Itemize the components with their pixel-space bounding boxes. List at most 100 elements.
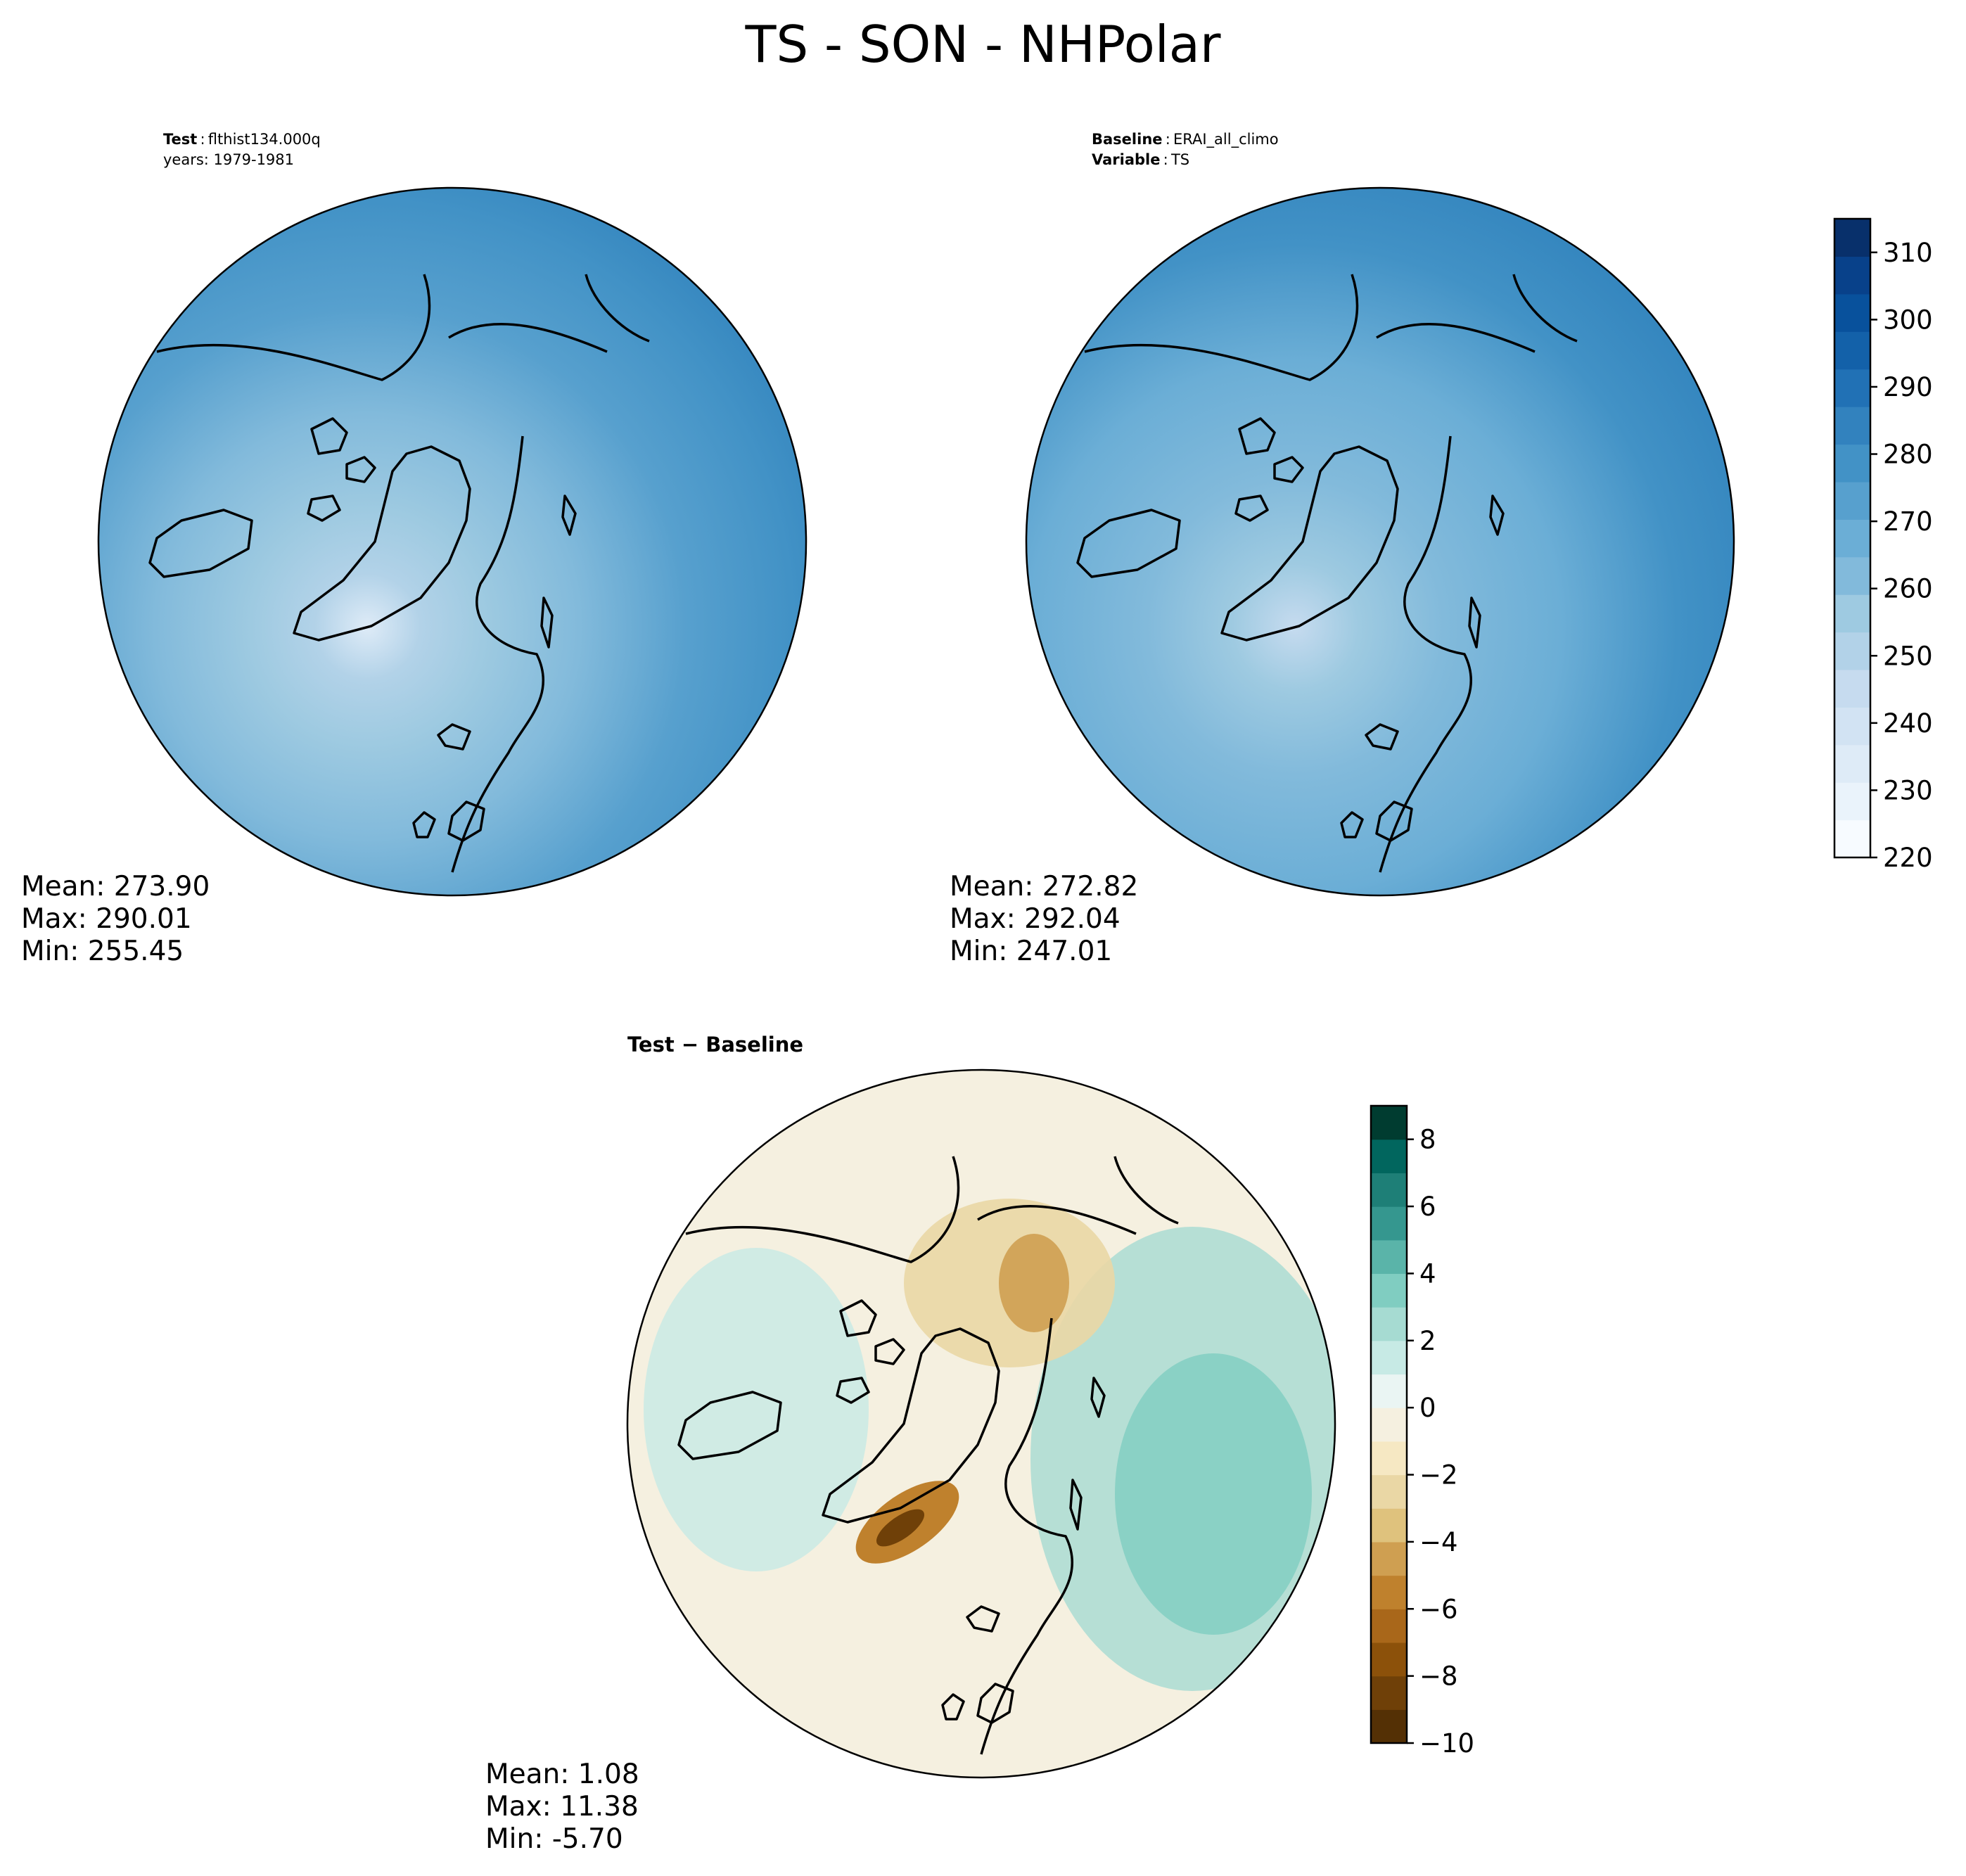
colorbar-swatch — [1371, 1642, 1407, 1677]
coastline-7 — [966, 1605, 1000, 1633]
colorbar-tick-label: 290 — [1883, 372, 1933, 402]
coastline-8 — [1468, 494, 1505, 649]
colorbar-swatch — [1371, 1307, 1407, 1341]
colorbar-tick-label: −6 — [1419, 1594, 1458, 1624]
coastline-1 — [1220, 445, 1399, 642]
colorbar-swatch — [1834, 369, 1870, 407]
coastline-6 — [1340, 800, 1413, 842]
colorbar-swatch — [1834, 481, 1870, 520]
colorbar-swatch — [1834, 707, 1870, 746]
negative-anomaly-arctic-core — [999, 1234, 1069, 1332]
coastline-5 — [980, 1317, 1074, 1755]
test-map-disk — [98, 188, 806, 895]
colorbar-tick-label: 8 — [1419, 1125, 1436, 1155]
colorbar-tick-label: 310 — [1883, 238, 1933, 268]
baseline-map — [1025, 186, 1735, 897]
coastline-8 — [540, 494, 577, 649]
colorbar-tick-label: 220 — [1883, 843, 1933, 873]
baseline-map-boundary — [1025, 186, 1735, 897]
coastline-2 — [148, 509, 253, 578]
test-years-label: years: 1979-1981 — [163, 151, 295, 168]
colorbar-swatch — [1371, 1139, 1407, 1173]
positive-anomaly-core — [1115, 1353, 1312, 1635]
colorbar-swatch — [1371, 1206, 1407, 1241]
colorbar-swatch — [1371, 1374, 1407, 1408]
colorbar-tick-label: 260 — [1883, 574, 1933, 604]
baseline-map-features — [1076, 274, 1578, 873]
baseline-max: Max: 292.04 — [950, 903, 1121, 935]
colorbar-swatch — [1371, 1106, 1407, 1140]
colorbar-difference: −10 −8 −6 −4 −2 0 2 4 6 8 — [1370, 1104, 1474, 1759]
difference-min: Min: -5.70 — [485, 1823, 623, 1855]
test-map-features — [148, 274, 650, 873]
coastline-7 — [437, 723, 471, 751]
maps-layer — [97, 186, 1735, 1779]
colorbar-swatch — [1834, 444, 1870, 483]
colorbar-swatch — [1371, 1239, 1407, 1275]
baseline-key: Baseline — [1092, 131, 1163, 148]
colorbar-swatch — [1834, 782, 1870, 821]
colorbar-tick-label: 240 — [1883, 708, 1933, 739]
colorbar-swatch — [1371, 1709, 1407, 1744]
colorbar-tick-label: 4 — [1419, 1258, 1436, 1289]
colorbar-swatch — [1834, 819, 1870, 858]
colorbar-swatch — [1834, 594, 1870, 633]
colorbar-swatch — [1834, 219, 1870, 257]
positive-anomaly-west — [644, 1248, 869, 1571]
colorbar-tick-label: 280 — [1883, 440, 1933, 470]
difference-map — [626, 1068, 1336, 1779]
difference-title: Test − Baseline — [627, 1033, 804, 1057]
colorbar-swatch — [1834, 331, 1870, 370]
colorbar-tick-label: 0 — [1419, 1393, 1436, 1423]
colorbar-swatch — [1371, 1441, 1407, 1476]
difference-max: Max: 11.38 — [485, 1791, 639, 1823]
colorbar-swatch — [1371, 1676, 1407, 1710]
test-stats: Mean: 273.90 Max: 290.01 Min: 255.45 — [21, 871, 210, 968]
colorbar-swatch — [1834, 556, 1870, 595]
colorbar-swatch — [1371, 1408, 1407, 1442]
coastline-3 — [1234, 417, 1304, 522]
coastline-7 — [1365, 723, 1399, 751]
colorbar-swatch — [1371, 1273, 1407, 1308]
test-case-label: Test : flthist134.000q — [163, 131, 321, 148]
colorbar-tick-label: −10 — [1419, 1728, 1474, 1759]
test-key: Test — [163, 131, 198, 148]
coastline-1 — [822, 1327, 1000, 1524]
colorbar-tick-label: 6 — [1419, 1192, 1436, 1222]
coastline-4 — [1084, 274, 1578, 381]
test-min: Min: 255.45 — [21, 936, 184, 967]
baseline-stats: Mean: 272.82 Max: 292.04 Min: 247.01 — [950, 871, 1138, 968]
colorbar-swatch — [1834, 519, 1870, 558]
coastline-5 — [1379, 435, 1473, 873]
coastline-6 — [941, 1683, 1014, 1724]
colorbar-frame — [1370, 1104, 1408, 1744]
negative-anomaly-greenland-core — [876, 1509, 925, 1547]
colorbar-swatch — [1834, 632, 1870, 670]
coastline-3 — [836, 1299, 905, 1404]
coastline-2 — [677, 1391, 782, 1460]
variable-value: TS — [1170, 151, 1190, 168]
coastline-4 — [156, 274, 650, 381]
colorbar-tick-label: 250 — [1883, 641, 1933, 671]
difference-stats: Mean: 1.08 Max: 11.38 Min: -5.70 — [485, 1759, 639, 1856]
colorbar-frame — [1833, 217, 1872, 859]
coastline-3 — [307, 417, 376, 522]
colorbar-tick-label: 230 — [1883, 775, 1933, 805]
colorbar-absolute: 220 230 240 250 260 270 280 290 300 310 — [1833, 217, 1933, 873]
baseline-mean: Mean: 272.82 — [950, 871, 1139, 902]
test-map-boundary — [97, 186, 808, 897]
colorbar-swatch — [1371, 1508, 1407, 1543]
variable-label: Variable : TS — [1092, 151, 1190, 168]
test-mean: Mean: 273.90 — [21, 871, 210, 902]
test-max: Max: 290.01 — [21, 903, 192, 935]
colorbar-tick-label: −4 — [1419, 1527, 1458, 1557]
colorbar-swatch — [1371, 1173, 1407, 1207]
colorbar-swatch — [1834, 293, 1870, 332]
difference-mean: Mean: 1.08 — [485, 1759, 639, 1790]
figure-title: TS - SON - NHPolar — [745, 15, 1221, 74]
colorbar-tick-label: 270 — [1883, 506, 1933, 537]
colorbar-tick-label: 2 — [1419, 1326, 1436, 1356]
test-value: flthist134.000q — [208, 131, 321, 148]
baseline-value: ERAI_all_climo — [1173, 131, 1279, 148]
